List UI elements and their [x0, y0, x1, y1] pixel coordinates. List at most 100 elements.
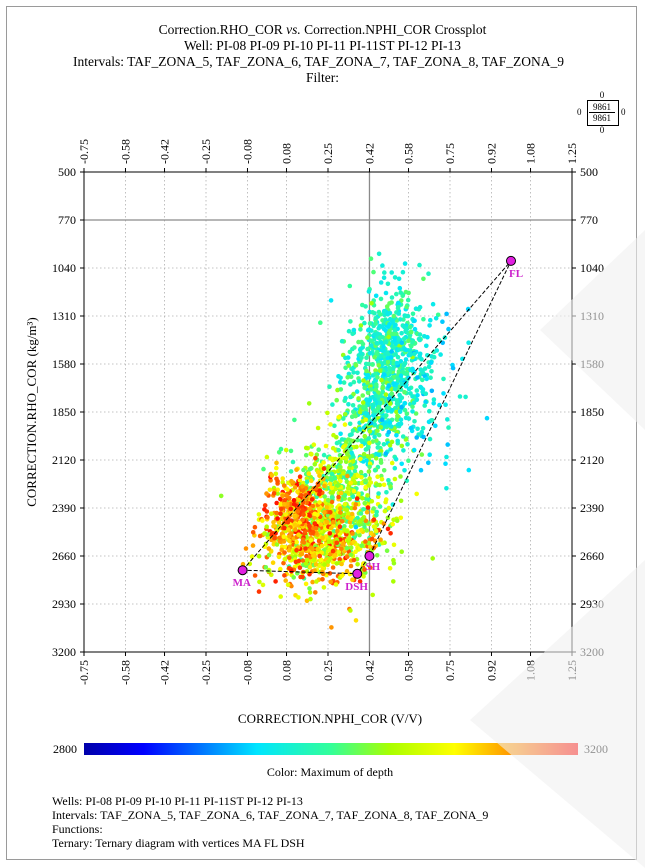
- data-point: [348, 552, 354, 557]
- data-point: [365, 493, 370, 498]
- data-point: [400, 269, 406, 275]
- chart-title: Correction.RHO_COR vs. Correction.NPHI_C…: [0, 22, 645, 38]
- data-point: [264, 509, 270, 514]
- data-point: [278, 446, 284, 452]
- data-point: [329, 485, 335, 491]
- data-point: [389, 391, 395, 397]
- data-point: [367, 476, 372, 481]
- data-point: [384, 304, 390, 309]
- y-tick-label-right: 770: [580, 213, 598, 227]
- data-point: [431, 401, 437, 406]
- data-point: [296, 595, 301, 600]
- data-point: [427, 436, 433, 442]
- y-tick-label-left: 1580: [52, 357, 76, 371]
- data-point: [406, 386, 412, 392]
- data-point: [304, 553, 309, 559]
- data-point: [375, 428, 380, 434]
- data-point: [274, 542, 280, 547]
- y-tick-label-left: 2390: [52, 501, 76, 515]
- data-point: [317, 506, 323, 512]
- data-point: [344, 545, 350, 551]
- data-point: [427, 452, 433, 458]
- data-point: [256, 589, 262, 594]
- data-point: [334, 397, 340, 403]
- data-point: [372, 434, 377, 440]
- data-point: [348, 563, 354, 569]
- data-point: [388, 531, 393, 536]
- data-point: [369, 343, 374, 348]
- data-point: [342, 422, 348, 427]
- data-point: [346, 402, 351, 407]
- data-point: [401, 363, 407, 368]
- data-point: [361, 405, 366, 411]
- data-point: [404, 411, 410, 417]
- data-point: [349, 450, 354, 456]
- ternary-vertex-label: FL: [509, 268, 523, 280]
- data-point: [422, 334, 427, 339]
- data-point: [388, 447, 393, 452]
- data-point: [366, 289, 372, 294]
- x-tick-label-bottom: -0.58: [118, 660, 132, 685]
- data-point: [372, 422, 378, 427]
- data-point: [374, 438, 379, 443]
- data-point: [408, 348, 413, 353]
- data-point: [218, 493, 224, 499]
- data-point: [349, 511, 355, 517]
- data-point: [391, 361, 397, 366]
- data-point: [431, 354, 437, 360]
- data-point: [288, 448, 294, 454]
- data-point: [391, 557, 396, 563]
- data-point: [256, 512, 262, 517]
- x-tick-label-top: 1.25: [565, 143, 579, 164]
- data-point: [348, 462, 353, 468]
- data-point: [344, 568, 350, 574]
- data-point: [262, 531, 267, 536]
- data-point: [339, 561, 344, 567]
- data-point: [304, 479, 310, 485]
- data-point: [365, 335, 370, 340]
- y-tick-label-right: 1040: [580, 261, 604, 275]
- data-point: [430, 301, 436, 307]
- data-point: [322, 483, 327, 489]
- data-point: [316, 447, 322, 453]
- data-point: [424, 376, 430, 382]
- data-point: [463, 394, 468, 400]
- data-point: [378, 457, 384, 463]
- data-point: [431, 397, 437, 402]
- data-point: [383, 290, 389, 296]
- data-point: [389, 407, 395, 413]
- data-point: [278, 566, 283, 572]
- data-point: [377, 323, 383, 329]
- data-point: [300, 574, 305, 580]
- data-point: [317, 500, 322, 505]
- data-point: [378, 537, 383, 542]
- data-point: [303, 445, 309, 451]
- data-point: [325, 497, 331, 503]
- data-point: [402, 468, 407, 473]
- data-point: [315, 547, 320, 552]
- data-point: [402, 389, 407, 395]
- data-point: [322, 494, 328, 499]
- x-tick-label-top: -0.75: [77, 139, 91, 164]
- data-point: [287, 555, 292, 561]
- data-point: [423, 399, 428, 405]
- data-point: [263, 565, 269, 570]
- data-point: [328, 478, 334, 483]
- x-tick-label-top: 1.08: [524, 143, 538, 164]
- x-tick-label-bottom: 0.25: [321, 660, 335, 681]
- data-point: [367, 351, 373, 356]
- data-point: [315, 470, 321, 475]
- data-point: [370, 592, 376, 598]
- data-point: [292, 485, 298, 490]
- data-point: [347, 349, 353, 355]
- data-point: [331, 432, 336, 438]
- x-tick-label-bottom: 1.08: [524, 660, 538, 681]
- data-point: [348, 319, 353, 324]
- data-point: [390, 319, 396, 325]
- y-tick-label-right: 2120: [580, 453, 604, 467]
- data-point: [276, 554, 282, 560]
- ternary-vertex-label: SH: [365, 561, 380, 573]
- data-point: [360, 496, 365, 501]
- data-point: [288, 469, 294, 474]
- data-point: [277, 539, 283, 544]
